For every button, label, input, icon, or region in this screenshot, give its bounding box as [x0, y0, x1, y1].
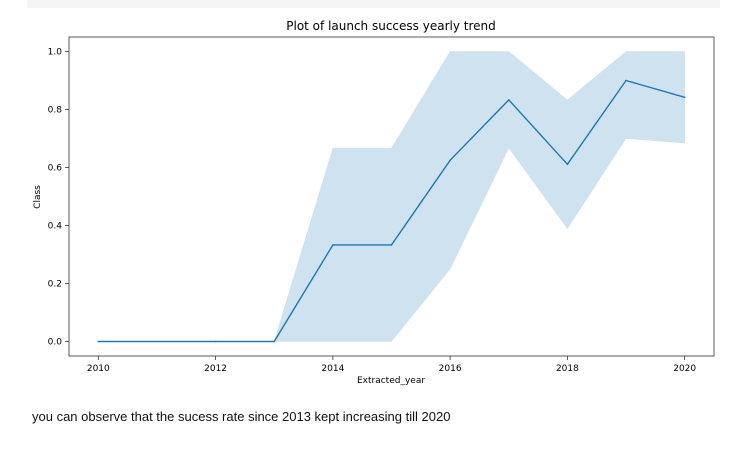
confidence-band	[98, 51, 685, 342]
observation-text: you can observe that the sucess rate sin…	[32, 409, 451, 424]
data-point	[625, 79, 627, 82]
data-point	[273, 340, 276, 343]
data-point	[683, 96, 686, 99]
data-point	[332, 244, 334, 246]
data-point	[449, 159, 451, 162]
x-tick-label: 2016	[439, 364, 462, 374]
y-tick-label: 1.0	[48, 48, 63, 58]
data-point	[214, 340, 217, 343]
series-line	[98, 79, 685, 343]
y-tick-label: 0.6	[48, 164, 63, 174]
y-tick-label: 0.0	[48, 338, 63, 348]
x-tick-label: 2014	[321, 364, 344, 374]
plot-frame	[68, 36, 715, 357]
x-tick-label: 2010	[87, 364, 110, 374]
y-tick-label: 0.2	[48, 280, 62, 290]
data-point	[390, 244, 393, 246]
line-chart: Plot of launch success yearly trend 2010…	[33, 19, 715, 386]
data-point	[566, 163, 569, 166]
previous-cell-strip	[27, 0, 720, 8]
y-tick-label: 0.8	[48, 106, 63, 116]
y-axis-label: Class	[33, 185, 43, 209]
x-tick-label: 2020	[673, 364, 696, 374]
x-axis-label: Extracted_year	[357, 376, 425, 386]
data-point	[508, 99, 510, 101]
y-tick-label: 0.4	[48, 222, 63, 232]
data-point	[97, 340, 100, 343]
chart-title: Plot of launch success yearly trend	[286, 19, 495, 33]
x-tick-label: 2012	[204, 364, 227, 374]
x-tick-label: 2018	[556, 364, 579, 374]
